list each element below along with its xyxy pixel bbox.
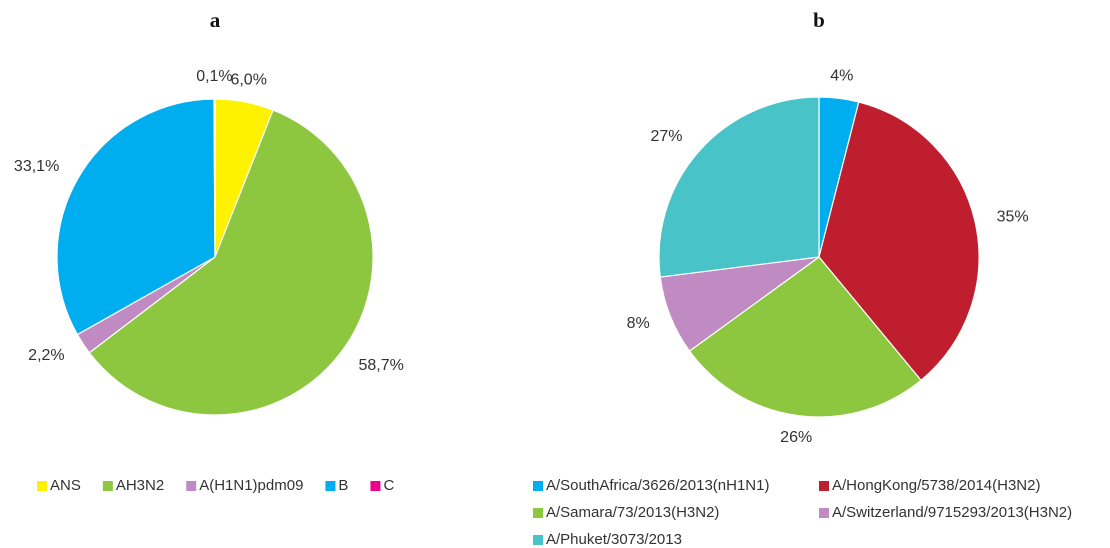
legend-label: C	[383, 477, 394, 494]
pie-slice	[658, 96, 820, 278]
pie-slice	[818, 101, 980, 382]
legend-label: A/SouthAfrica/3626/2013(nH1N1)	[546, 477, 769, 494]
legend-label: AH3N2	[116, 477, 164, 494]
legend-label: ANS	[50, 477, 81, 494]
pie-slice	[213, 98, 216, 258]
pie-slice	[88, 109, 374, 416]
data-label: 8%	[627, 315, 650, 332]
chart-title: a	[210, 8, 221, 32]
data-label: 26%	[780, 429, 812, 446]
legend-swatch	[325, 481, 336, 491]
legend-label: A/Samara/73/2013(H3N2)	[546, 504, 719, 521]
legend-label: A/Phuket/3073/2013	[546, 531, 682, 548]
data-label: 4%	[830, 68, 853, 85]
legend-swatch	[102, 481, 113, 491]
legend-swatch	[819, 508, 829, 518]
legend-swatch	[370, 481, 381, 491]
pie-slice	[56, 98, 216, 336]
legend-swatch	[186, 481, 197, 491]
data-label: 0,1%	[196, 68, 232, 85]
legend-label: B	[338, 477, 348, 494]
data-label: 35%	[997, 209, 1029, 226]
data-label: 27%	[650, 128, 682, 145]
legend-swatch	[37, 481, 47, 491]
legend-swatch	[533, 535, 543, 545]
chart-title: b	[813, 8, 825, 32]
legend-swatch	[819, 481, 829, 491]
legend-label: A/HongKong/5738/2014(H3N2)	[832, 477, 1040, 494]
data-label: 2,2%	[28, 347, 64, 364]
data-label: 6,0%	[230, 71, 266, 88]
legend-label: A/Switzerland/9715293/2013(H3N2)	[832, 504, 1072, 521]
data-label: 58,7%	[359, 357, 404, 374]
pie-slice	[688, 256, 922, 418]
legend-swatch	[533, 508, 543, 518]
legend-label: A(H1N1)pdm09	[199, 477, 303, 494]
data-label: 33,1%	[14, 158, 59, 175]
legend-swatch	[533, 481, 543, 491]
